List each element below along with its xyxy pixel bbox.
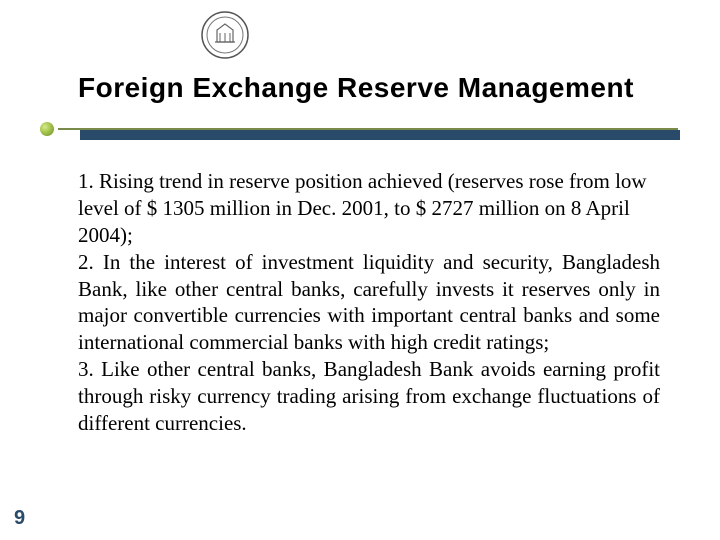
bullet-icon — [40, 122, 54, 136]
thick-underline-bar — [80, 130, 680, 140]
page-number: 9 — [14, 507, 25, 530]
title-underline — [30, 112, 690, 138]
paragraph-1: 1. Rising trend in reserve position achi… — [78, 168, 660, 249]
body-content: 1. Rising trend in reserve position achi… — [78, 168, 660, 437]
slide-title: Foreign Exchange Reserve Management — [78, 72, 634, 104]
paragraph-2: 2. In the interest of investment liquidi… — [78, 249, 660, 357]
paragraph-3: 3. Like other central banks, Bangladesh … — [78, 356, 660, 437]
bangladesh-bank-logo — [200, 10, 250, 60]
